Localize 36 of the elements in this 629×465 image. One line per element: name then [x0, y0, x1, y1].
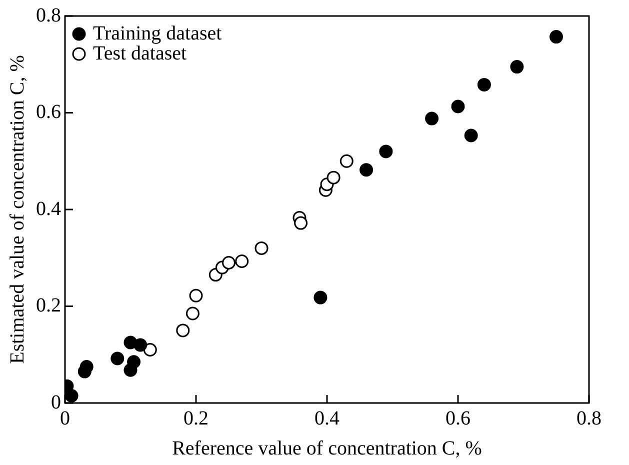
y-tick-label: 0.4	[36, 198, 61, 220]
y-tick-label: 0	[51, 391, 61, 414]
x-axis-title: Reference value of concentration C, %	[172, 437, 482, 460]
y-tick-label: 0.6	[36, 101, 61, 123]
y-tick-label: 0.8	[36, 4, 61, 26]
point	[451, 100, 465, 114]
point	[80, 360, 94, 374]
point	[379, 144, 393, 158]
y-axis-title: Estimated value of concentration C, %	[6, 55, 28, 364]
point	[510, 60, 524, 74]
point	[254, 241, 268, 255]
point	[464, 128, 478, 142]
x-tick-label: 0.4	[314, 407, 340, 430]
x-tick-label: 0.2	[184, 407, 208, 430]
point	[360, 163, 374, 177]
point	[294, 216, 308, 230]
point	[340, 154, 354, 168]
point	[65, 388, 78, 402]
x-tick-label: 0.8	[576, 407, 602, 430]
point	[326, 170, 340, 184]
x-tick-label: 0.6	[446, 407, 470, 430]
point	[425, 112, 439, 126]
point	[127, 355, 141, 369]
point	[143, 343, 157, 357]
point	[222, 256, 236, 270]
point	[189, 288, 203, 302]
point	[186, 306, 200, 320]
point	[550, 30, 563, 44]
point	[176, 324, 190, 338]
legend-label: Training dataset	[93, 22, 222, 44]
point	[477, 78, 491, 92]
point	[314, 290, 328, 304]
y-tick-label: 0.2	[36, 294, 61, 316]
point	[110, 352, 124, 366]
point	[235, 254, 249, 268]
point	[134, 338, 148, 352]
